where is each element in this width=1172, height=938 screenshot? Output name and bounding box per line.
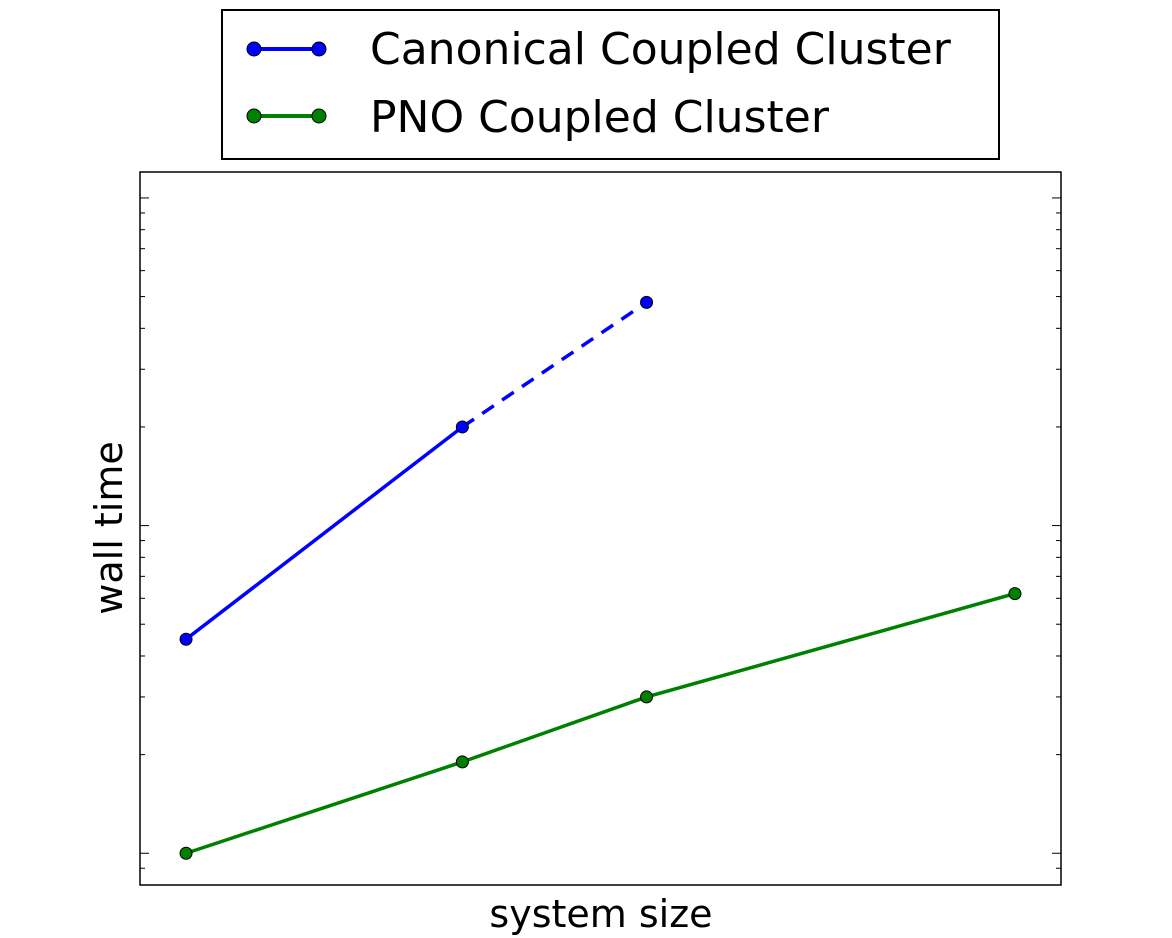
legend-marker-canonical-left [246,41,262,57]
series-1-segment [646,591,1016,699]
y-axis-label: wall time [87,441,131,614]
series-0-segment [461,300,648,429]
legend-entry-pno: PNO Coupled Cluster [246,92,830,143]
series-0-point [640,295,654,309]
legend: Canonical Coupled Cluster PNO Coupled Cl… [221,9,1000,160]
legend-entry-canonical: Canonical Coupled Cluster [246,24,952,75]
y-minor-ticks [140,197,1061,886]
series-0-segment [184,425,464,641]
legend-label-canonical: Canonical Coupled Cluster [370,24,952,75]
series-1-segment [185,760,463,855]
plot-area [139,171,1062,886]
legend-marker-canonical-right [311,41,327,57]
series-1-point [179,846,193,860]
series-0-point [179,632,193,646]
x-axis-label: system size [489,892,712,936]
legend-box [221,9,1000,160]
series-1-segment [461,695,648,764]
series-0-point [455,420,469,434]
series-1-point [455,755,469,769]
legend-marker-pno-left [246,108,262,124]
series-layer [179,295,1022,860]
legend-label-pno: PNO Coupled Cluster [370,92,830,143]
series-1-point [1008,587,1022,601]
series-1-point [640,690,654,704]
legend-marker-pno-right [311,108,327,124]
